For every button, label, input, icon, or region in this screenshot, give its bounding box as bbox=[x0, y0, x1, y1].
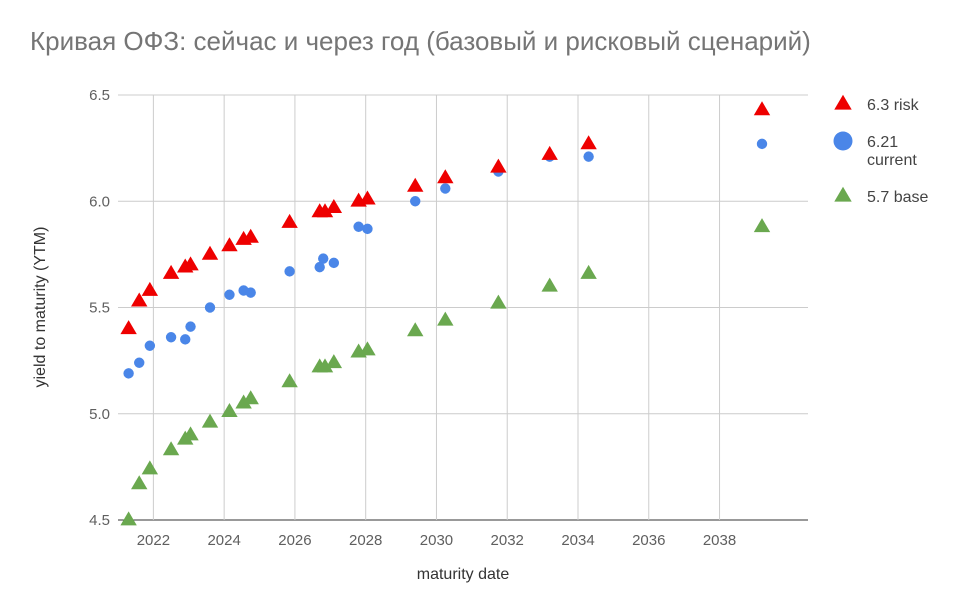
data-point bbox=[224, 289, 235, 300]
data-point bbox=[180, 334, 191, 345]
x-tick-label: 2038 bbox=[703, 532, 736, 549]
data-point bbox=[359, 341, 376, 356]
legend-label: current bbox=[867, 152, 917, 169]
data-point bbox=[490, 158, 507, 173]
y-tick-label: 5.5 bbox=[89, 300, 110, 317]
x-tick-label: 2022 bbox=[137, 532, 170, 549]
data-point bbox=[316, 203, 334, 218]
data-point bbox=[318, 253, 329, 264]
data-point bbox=[353, 221, 364, 232]
data-point bbox=[325, 198, 343, 213]
data-points bbox=[120, 101, 771, 526]
y-axis-title: yield to maturity (YTM) bbox=[32, 227, 49, 388]
x-tick-label: 2032 bbox=[491, 532, 524, 549]
y-tick-label: 6.0 bbox=[89, 193, 110, 210]
legend-marker bbox=[834, 94, 852, 110]
x-tick-label: 2028 bbox=[349, 532, 382, 549]
series-current bbox=[123, 138, 768, 379]
data-point bbox=[141, 281, 159, 296]
grid-lines bbox=[118, 94, 808, 521]
data-point bbox=[123, 368, 134, 379]
y-tick-label: 6.5 bbox=[89, 87, 110, 104]
data-point bbox=[245, 287, 256, 298]
data-point bbox=[165, 332, 177, 343]
data-point bbox=[182, 426, 199, 441]
data-point bbox=[185, 321, 196, 332]
y-tick-label: 4.5 bbox=[89, 512, 110, 529]
data-point bbox=[242, 390, 259, 405]
x-axis-title: maturity date bbox=[417, 566, 510, 583]
data-point bbox=[204, 302, 216, 313]
data-point bbox=[541, 145, 558, 160]
data-point bbox=[131, 292, 148, 307]
data-point bbox=[221, 402, 238, 417]
data-point bbox=[182, 256, 199, 271]
data-point bbox=[437, 311, 454, 326]
legend-marker bbox=[834, 186, 852, 202]
data-point bbox=[440, 183, 451, 194]
data-point bbox=[359, 190, 376, 205]
x-tick-label: 2026 bbox=[278, 532, 311, 549]
data-point bbox=[120, 511, 137, 526]
legend-marker bbox=[833, 131, 853, 151]
data-point bbox=[325, 354, 343, 369]
data-point bbox=[580, 135, 597, 150]
x-tick-label: 2034 bbox=[561, 532, 594, 549]
x-tick-label: 2036 bbox=[632, 532, 665, 549]
data-point bbox=[316, 358, 334, 373]
data-point bbox=[281, 213, 298, 228]
data-point bbox=[221, 237, 238, 252]
data-point bbox=[242, 228, 259, 243]
data-point bbox=[756, 138, 768, 150]
data-point bbox=[410, 196, 421, 207]
data-point bbox=[162, 264, 180, 279]
legend-label: 5.7 base bbox=[867, 189, 928, 206]
data-point bbox=[284, 266, 295, 277]
data-point bbox=[281, 373, 298, 388]
data-point bbox=[201, 245, 219, 260]
data-point bbox=[134, 357, 145, 368]
x-tick-label: 2030 bbox=[420, 532, 453, 549]
data-point bbox=[131, 475, 148, 490]
data-point bbox=[490, 294, 507, 309]
data-point bbox=[120, 320, 137, 335]
series-risk bbox=[120, 101, 771, 335]
data-point bbox=[144, 340, 156, 351]
data-point bbox=[314, 261, 325, 273]
legend-item: 6.3 risk bbox=[834, 94, 920, 114]
legend-label: 6.3 risk bbox=[867, 97, 920, 114]
data-point bbox=[580, 264, 597, 279]
tick-labels: 4.5 5.0 5.5 6.0 6.5 2022 2024 2026 2028 2030 2032 2… bbox=[89, 87, 736, 549]
data-point bbox=[162, 441, 180, 456]
x-tick-label: 2024 bbox=[207, 532, 240, 549]
data-point bbox=[583, 151, 594, 162]
data-point bbox=[201, 413, 219, 428]
data-point bbox=[541, 277, 558, 292]
data-point bbox=[753, 218, 771, 233]
y-tick-label: 5.0 bbox=[89, 406, 110, 423]
data-point bbox=[407, 177, 424, 192]
data-point bbox=[437, 169, 454, 184]
data-point bbox=[328, 257, 340, 269]
series-base bbox=[120, 218, 771, 526]
data-point bbox=[235, 394, 252, 409]
data-point bbox=[362, 223, 373, 235]
data-point bbox=[753, 101, 771, 116]
data-point bbox=[141, 460, 159, 475]
data-point bbox=[407, 322, 424, 337]
legend-label: 6.21 bbox=[867, 134, 898, 151]
legend-item: 5.7 base bbox=[834, 186, 928, 206]
chart-title: Кривая ОФЗ: сейчас и через год (базовый … bbox=[30, 26, 811, 56]
